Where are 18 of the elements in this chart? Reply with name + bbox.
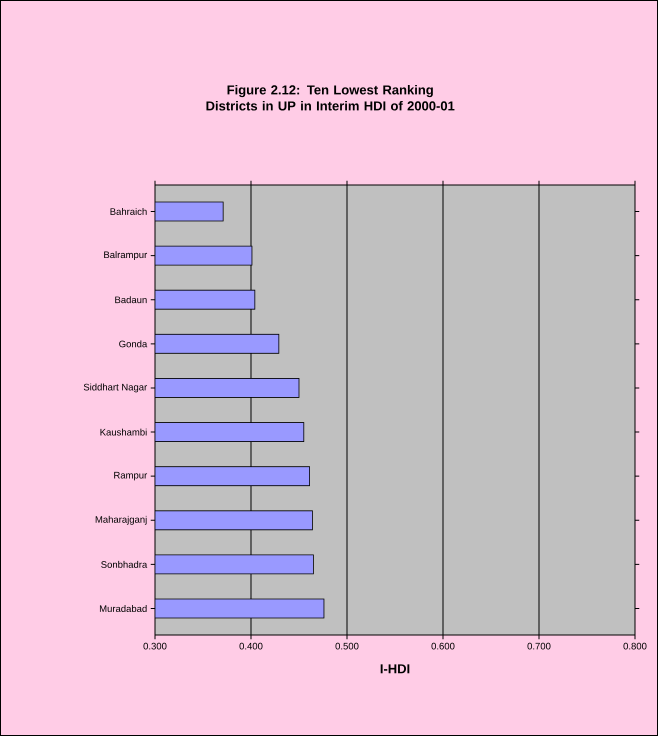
y-tick-label: Balrampur [104, 251, 148, 260]
x-tick-label: 0.400 [239, 642, 263, 650]
y-tick-label: Maharajganj [96, 516, 147, 525]
y-tick-label: Badaun [115, 296, 147, 304]
y-tick-label: Gonda [119, 340, 148, 348]
y-tick-label: Kaushambi [100, 428, 147, 436]
y-tick-label: Bahraich [110, 208, 147, 215]
chart-title: Figure 2.12: Ten Lowest Ranking Districts in UP in Interim HDI of 2000-01 [206, 84, 454, 111]
y-tick-label: Muradabad [100, 605, 147, 612]
x-tick-label: 0.500 [335, 642, 359, 650]
y-tick-label: Sonbhadra [101, 560, 148, 568]
x-axis-title: I-HDI [380, 664, 410, 674]
x-tick-label: 0.800 [623, 642, 647, 650]
y-tick-label: Siddhart Nagar [84, 384, 148, 392]
y-tick-label: Rampur [114, 472, 148, 480]
x-tick-label: 0.600 [431, 642, 455, 650]
x-tick-label: 0.300 [143, 642, 167, 650]
x-tick-label: 0.700 [527, 642, 551, 650]
